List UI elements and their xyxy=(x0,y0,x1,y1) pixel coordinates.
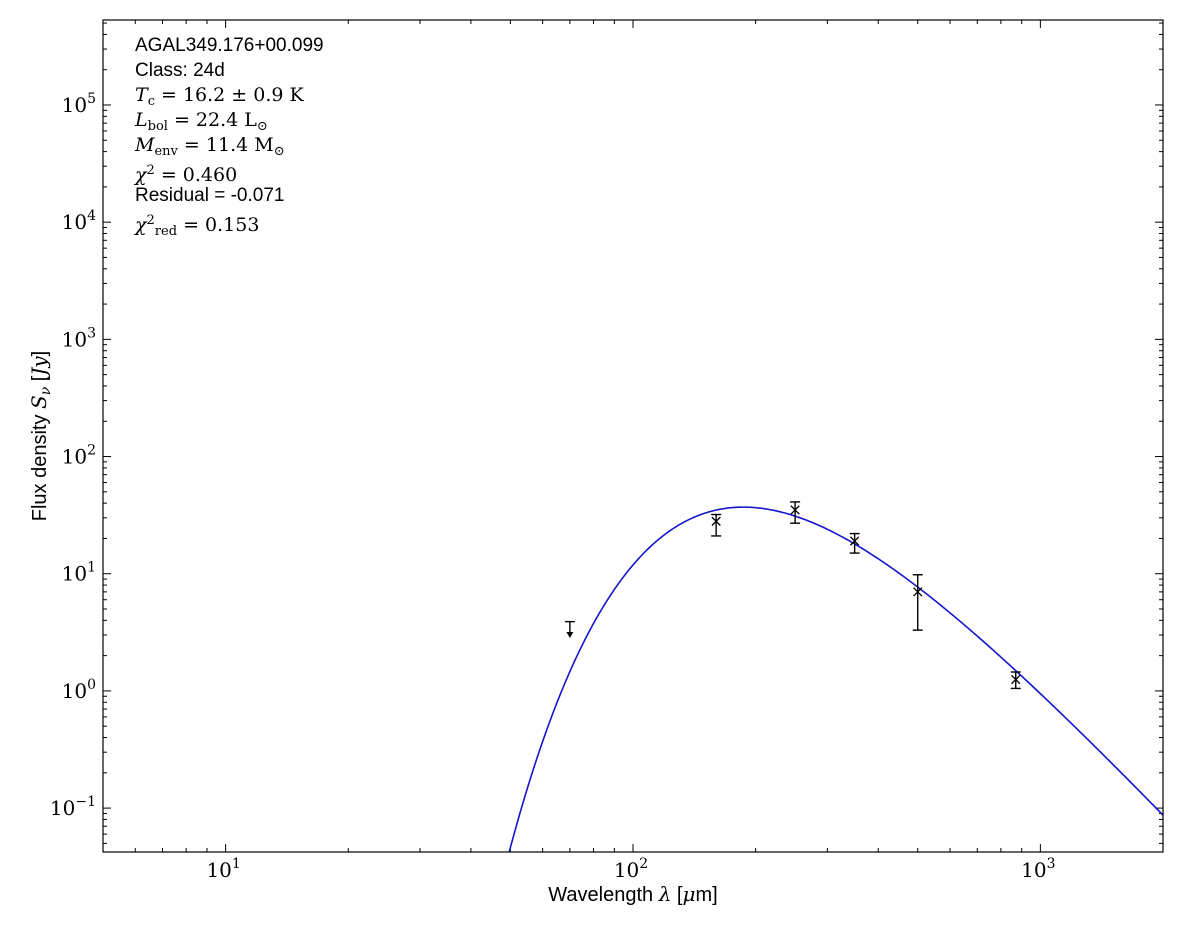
y-tick-labels: 105 104 103 102 101 100 10−1 xyxy=(50,91,96,820)
text-segment: AGAL349.176+00.099 xyxy=(135,35,324,56)
text-segment: ] xyxy=(29,350,51,357)
x-tick-label: 103 xyxy=(1021,856,1055,882)
text-segment: bol xyxy=(147,119,168,134)
text-segment: env xyxy=(154,144,178,159)
text-segment: T xyxy=(135,84,148,106)
text-segment: L xyxy=(135,109,148,131)
annotation-line: Lbol = 22.4 L⊙ xyxy=(135,108,324,134)
annotation-line: AGAL349.176+00.099 xyxy=(135,33,324,58)
x-tick-label: 101 xyxy=(206,856,240,882)
text-segment: ⊙ xyxy=(273,144,285,159)
text-segment: ] xyxy=(712,884,718,906)
data-point xyxy=(912,574,923,631)
text-segment: 2 xyxy=(146,163,155,178)
text-segment: = 0.460 xyxy=(154,164,238,186)
data-point xyxy=(711,513,722,537)
text-segment: = 11.4 M xyxy=(177,134,274,156)
text-segment: ⊙ xyxy=(256,119,268,134)
text-segment: S xyxy=(27,395,51,409)
text-segment: = 22.4 L xyxy=(167,109,257,131)
text-segment: χ xyxy=(135,164,147,186)
data-point xyxy=(790,501,801,524)
fit-parameters-annotation: AGAL349.176+00.099 Class: 24d Tc = 16.2 ± … xyxy=(135,33,324,239)
text-segment: [ xyxy=(671,884,683,906)
y-tick-label: 104 xyxy=(62,208,96,234)
text-segment: 2 xyxy=(146,213,155,228)
x-tick-label: 102 xyxy=(614,856,648,882)
text-segment: Flux density xyxy=(29,408,51,522)
text-segment: = 16.2 ± 0.9 K xyxy=(154,84,304,106)
x-axis-label: Wavelength λ [μm] xyxy=(103,882,1163,907)
annotation-line: χ2red = 0.153 xyxy=(135,208,324,239)
text-segment: Jy xyxy=(27,356,51,376)
text-segment: Class: 24d xyxy=(135,60,225,81)
upper-limit-point xyxy=(564,620,575,638)
text-segment: M xyxy=(135,134,155,156)
y-tick-label: 102 xyxy=(62,443,96,469)
data-point xyxy=(1010,671,1021,690)
annotation-line: Menv = 11.4 M⊙ xyxy=(135,133,324,159)
text-segment: [ xyxy=(29,375,51,387)
text-segment: c xyxy=(147,94,155,109)
x-ticks xyxy=(102,20,1164,852)
text-segment: red xyxy=(154,224,178,239)
y-ticks xyxy=(103,22,1163,844)
annotation-line: Residual = -0.071 xyxy=(135,183,324,208)
annotation-line: χ2 = 0.460 xyxy=(135,158,324,186)
text-segment: μ xyxy=(682,882,696,906)
annotation-line: Class: 24d xyxy=(135,58,324,83)
data-point xyxy=(849,532,860,554)
y-tick-label: 10−1 xyxy=(50,794,96,820)
y-tick-label: 101 xyxy=(62,560,96,586)
text-segment: Wavelength xyxy=(548,884,659,906)
text-segment: Residual = -0.071 xyxy=(135,185,285,206)
text-segment: χ xyxy=(135,214,147,236)
y-tick-label: 105 xyxy=(62,91,96,117)
text-segment: = 0.153 xyxy=(177,214,260,236)
text-segment: ν xyxy=(38,386,54,396)
y-tick-label: 103 xyxy=(62,325,96,351)
text-segment: m xyxy=(695,884,713,906)
plot-frame xyxy=(102,19,1164,853)
y-tick-label: 100 xyxy=(62,677,96,703)
model-curve xyxy=(508,506,1163,852)
text-segment: λ xyxy=(658,882,672,906)
x-tick-labels: 101 102 103 xyxy=(206,856,1055,882)
y-axis-label: Flux density Sν [Jy] xyxy=(27,236,54,636)
annotation-line: Tc = 16.2 ± 0.9 K xyxy=(135,83,324,109)
